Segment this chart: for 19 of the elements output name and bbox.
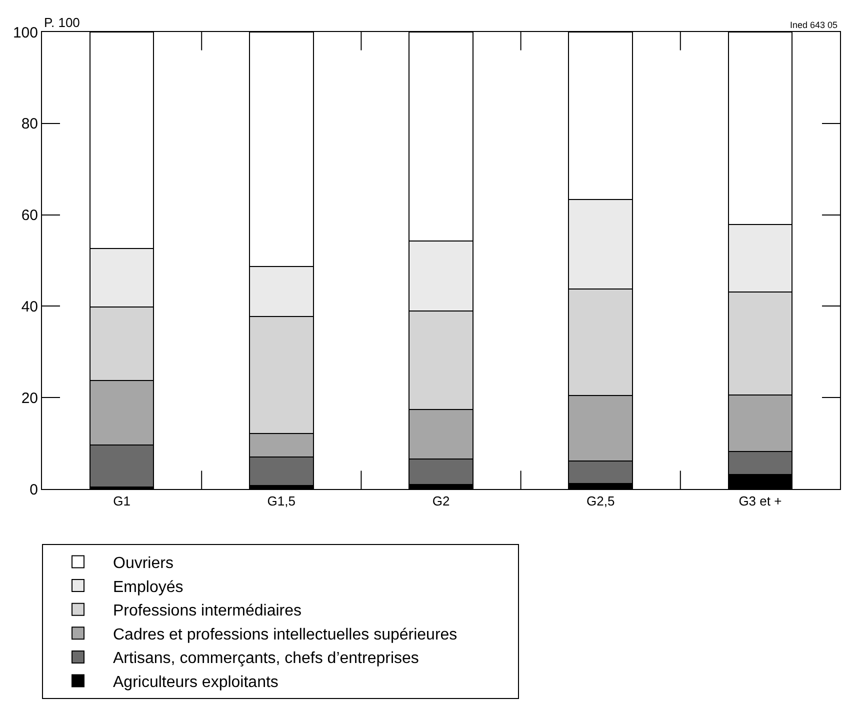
x-tick-label: G1 bbox=[113, 494, 130, 509]
legend-label: Agriculteurs exploitants bbox=[113, 674, 278, 691]
x-tick-label: G3 et + bbox=[738, 494, 782, 509]
y-tick-label: 0 bbox=[30, 481, 38, 498]
legend-label: Artisans, commerçants, chefs d’entreprises bbox=[113, 650, 419, 668]
y-tick-label: 60 bbox=[21, 207, 38, 224]
legend-label: Cadres et professions intellectuelles supérieures bbox=[113, 626, 458, 644]
legend-label: Employés bbox=[113, 578, 184, 596]
legend-label: Ouvriers bbox=[113, 554, 174, 572]
y-tick-label: 40 bbox=[21, 298, 38, 316]
x-tick-label: G1,5 bbox=[267, 494, 296, 509]
x-tick-label: G2,5 bbox=[586, 494, 615, 509]
y-tick-label: 80 bbox=[21, 116, 38, 133]
legend-label: Professions intermédiaires bbox=[113, 602, 302, 620]
y-axis-title: P. 100 bbox=[44, 15, 80, 30]
y-tick-label: 100 bbox=[12, 24, 38, 42]
y-tick-label: 20 bbox=[21, 390, 38, 407]
x-tick-label: G2 bbox=[432, 494, 450, 509]
text: Ined 643 05 bbox=[790, 20, 838, 30]
